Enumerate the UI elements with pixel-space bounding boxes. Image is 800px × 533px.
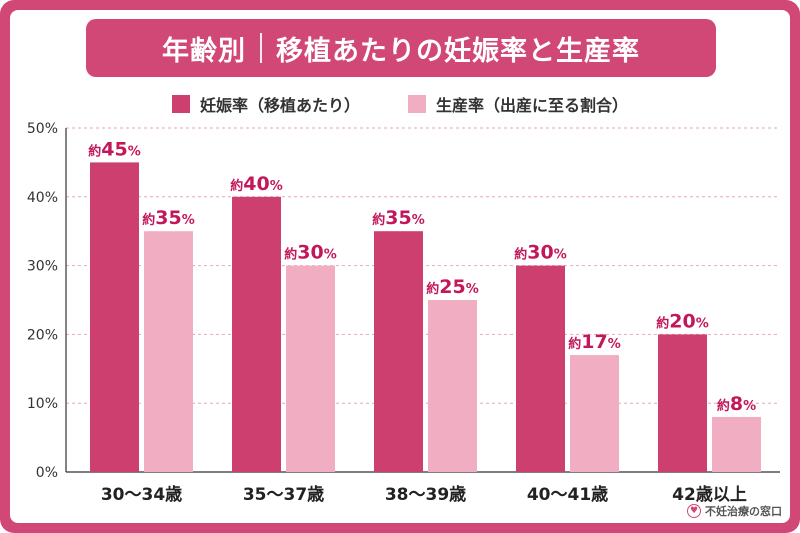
y-tick-label: 0% [36,465,58,481]
title-separator [260,33,262,63]
x-tick-label: 30～34歳 [101,484,182,505]
bar [286,265,335,472]
x-tick-label: 42歳以上 [672,484,747,505]
bar [374,231,423,472]
y-tick-label: 30% [27,259,58,275]
bar [90,162,139,472]
footer-brand: 不妊治療の窓口 [705,505,782,518]
bar [658,334,707,472]
x-tick-label: 40～41歳 [527,484,608,505]
legend-swatch-birth [408,95,426,113]
y-tick-label: 20% [27,327,58,343]
data-label: 約45% [88,138,141,160]
legend: 妊娠率（移植あたり） 生産率（出産に至る割合） [0,92,800,116]
data-label: 約40% [230,173,283,195]
y-tick-label: 10% [27,396,58,412]
y-tick-label: 40% [27,190,58,206]
x-tick-label: 38～39歳 [385,484,466,505]
bar [516,265,565,472]
data-label: 約20% [656,310,709,332]
y-tick-label: 50% [27,121,58,137]
title-banner: 年齢別 移植あたりの妊娠率と生産率 [86,19,716,77]
bar [712,416,761,472]
legend-label-pregnancy: 妊娠率（移植あたり） [199,96,360,115]
footer-logo: ♥ 不妊治療の窓口 [687,503,782,519]
data-label: 約25% [426,276,479,298]
legend-item-pregnancy: 妊娠率（移植あたり） [171,92,360,116]
bar [428,300,477,472]
bar [144,231,193,472]
data-label: 約30% [284,242,337,264]
data-label: 約30% [514,242,567,264]
brand-logo-icon: ♥ [687,504,701,518]
data-label: 約8% [717,393,756,415]
x-tick-label: 35～37歳 [243,484,324,505]
data-label: 約35% [142,207,195,229]
title-part-2: 移植あたりの妊娠率と生産率 [276,35,640,67]
legend-item-birth: 生産率（出産に至る割合） [408,92,628,116]
bar [232,196,281,473]
legend-label-birth: 生産率（出産に至る割合） [436,96,629,115]
bar [570,355,619,472]
title-part-1: 年齢別 [162,35,246,67]
legend-swatch-pregnancy [171,95,190,113]
data-label: 約17% [568,331,621,353]
data-label: 約35% [372,207,425,229]
